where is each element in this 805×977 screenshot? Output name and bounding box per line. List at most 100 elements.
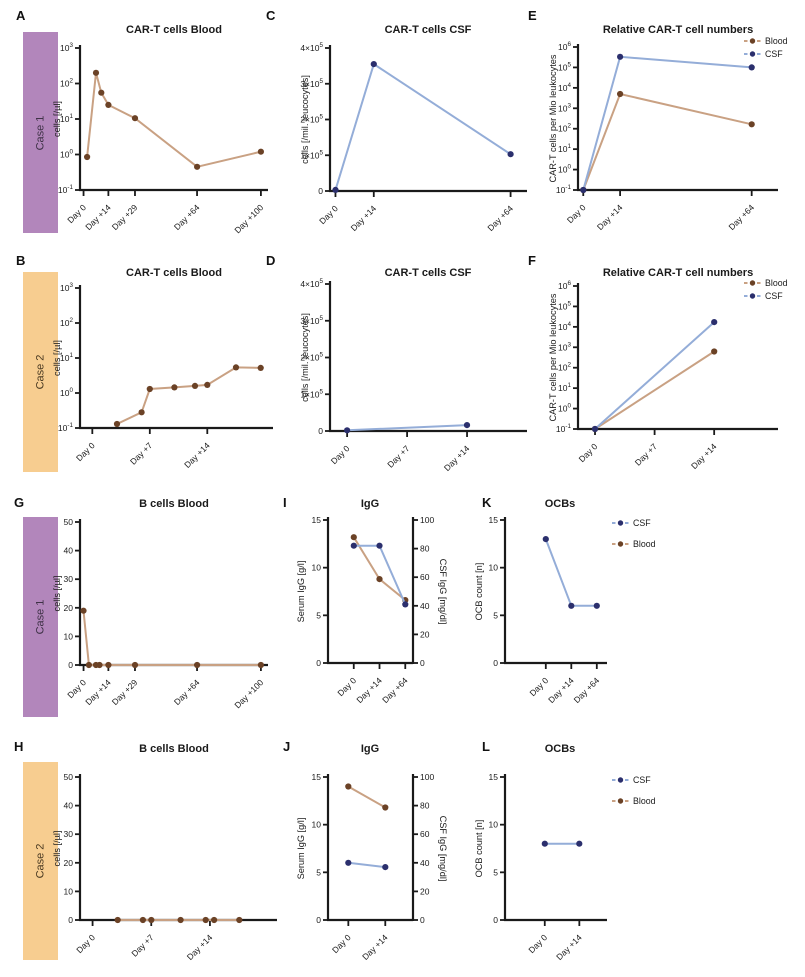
y2-tick-label: 60 xyxy=(420,572,430,582)
series-blood-line xyxy=(82,610,261,666)
y-tick-label: 4×105 xyxy=(300,278,323,289)
y-tick-label: 10 xyxy=(489,820,499,830)
chart-title: IgG xyxy=(361,743,379,755)
y-tick-label: 10 xyxy=(489,563,499,573)
series-csf-line xyxy=(347,424,468,432)
y-tick-label: 15 xyxy=(489,515,499,525)
panel-letter-e: E xyxy=(528,8,537,23)
x-tick-label: Day +7 xyxy=(128,440,154,466)
data-point xyxy=(113,420,121,428)
legend-swatch-dot xyxy=(617,541,624,547)
y-tick-label: 15 xyxy=(489,772,499,782)
series-blood-line xyxy=(594,350,715,430)
series-csf-line xyxy=(348,861,386,869)
series-blood-line xyxy=(86,72,262,168)
data-point xyxy=(402,601,409,608)
legend-label: Blood xyxy=(765,36,788,46)
x-tick-label: Day +14 xyxy=(595,202,625,232)
data-point xyxy=(98,89,105,96)
x-tick-label: Day +100 xyxy=(232,677,265,710)
panel-L-chart: OCBs OCB count [n] 0 5 10 15 Day 0 Day +14 CSF Bl… xyxy=(474,743,656,962)
y2-tick-label: 40 xyxy=(420,601,430,611)
data-point xyxy=(593,602,600,609)
data-point xyxy=(202,916,209,924)
y-tick-label: 10-1 xyxy=(58,184,74,195)
data-point xyxy=(257,661,264,669)
x-tick-label: Day 0 xyxy=(565,202,588,225)
y-tick-label: 30 xyxy=(64,829,74,839)
x-tick-label: Day +64 xyxy=(380,675,410,705)
y-tick-label: 103 xyxy=(60,282,73,293)
y-tick-label: 4×105 xyxy=(300,42,323,53)
y2-tick-label: 20 xyxy=(420,629,430,639)
x-tick-label: Day +14 xyxy=(360,932,390,962)
data-point xyxy=(85,661,92,669)
x-tick-label: Day +100 xyxy=(232,202,265,235)
chart-title: CAR-T cells CSF xyxy=(385,24,472,36)
data-point xyxy=(350,542,357,549)
y-tick-label: 5 xyxy=(316,610,321,620)
data-point xyxy=(257,364,264,371)
x-tick-label: Day +14 xyxy=(83,202,113,232)
y-tick-label: 20 xyxy=(64,603,74,613)
series-serum-blood--line xyxy=(347,785,386,809)
y-tick-label: 101 xyxy=(60,113,73,124)
y2-tick-label: 0 xyxy=(420,658,425,668)
legend: CSF Blood xyxy=(612,775,656,806)
data-point xyxy=(542,536,549,543)
legend-swatch-dot xyxy=(749,51,756,57)
y2-axis-label: CSF IgG [mg/dl] xyxy=(438,816,448,882)
y-axis-label: Serum IgG [g/l] xyxy=(296,561,306,623)
data-point xyxy=(382,804,389,811)
y-tick-label: 10-1 xyxy=(58,422,74,433)
data-point xyxy=(131,661,139,669)
y-axis-label: cells [/mil. leucocytes] xyxy=(300,313,310,402)
x-tick-label: Day +14 xyxy=(354,675,384,705)
data-point xyxy=(376,542,383,549)
chart-title: IgG xyxy=(361,498,379,510)
y-tick-label: 15 xyxy=(312,515,322,525)
data-point xyxy=(138,409,145,416)
y-axis-label: cells [/µl] xyxy=(52,576,62,612)
x-tick-label: Day +64 xyxy=(172,202,202,232)
data-point xyxy=(580,186,587,194)
y-tick-label: 3×105 xyxy=(300,315,323,326)
panel-H-chart: B cells Blood cells [/µl] 0 10 20 30 40 50 Day 0… xyxy=(52,743,277,962)
x-tick-label: Day +64 xyxy=(572,675,602,705)
chart-title: B cells Blood xyxy=(139,498,209,510)
data-point xyxy=(131,115,139,122)
chart-title: B cells Blood xyxy=(139,743,209,755)
x-tick-label: Day +14 xyxy=(349,203,379,233)
x-tick-label: Day +64 xyxy=(726,202,756,232)
series-csf-line xyxy=(334,62,512,191)
y-tick-label: 105 xyxy=(558,300,571,311)
x-tick-label: Day +14 xyxy=(182,440,212,470)
data-point xyxy=(591,425,599,433)
legend-label: Blood xyxy=(633,539,656,549)
panel-letter-g: G xyxy=(14,495,25,510)
data-point xyxy=(376,576,383,583)
data-point xyxy=(236,916,243,924)
data-point xyxy=(382,864,389,871)
panel-A-chart: CAR-T cells Blood cells [/µl] 10-1 100 101 10… xyxy=(52,24,268,235)
y2-tick-label: 20 xyxy=(420,886,430,896)
x-tick-label: Day +64 xyxy=(172,677,202,707)
panel-letter-i: I xyxy=(283,495,287,510)
y-axis-label: cells [/µl] xyxy=(52,101,62,137)
y-tick-label: 104 xyxy=(558,82,571,93)
y2-tick-label: 100 xyxy=(420,772,434,782)
data-point xyxy=(576,840,583,847)
x-tick-label: Day 0 xyxy=(329,443,352,466)
series-blood-line xyxy=(116,366,261,425)
data-point xyxy=(171,384,178,391)
panel-C-chart: CAR-T cells CSF cells [/mil. leucocytes] 0… xyxy=(300,24,527,233)
y-axis-label: cells [/µl] xyxy=(52,831,62,867)
y-tick-label: 105 xyxy=(558,61,571,72)
data-point xyxy=(345,859,352,866)
y-tick-label: 103 xyxy=(60,42,73,53)
data-point xyxy=(617,53,624,60)
y-axis-label: OCB count [n] xyxy=(474,820,484,878)
data-point xyxy=(370,61,377,68)
y2-tick-label: 100 xyxy=(420,515,434,525)
data-point xyxy=(711,319,718,326)
